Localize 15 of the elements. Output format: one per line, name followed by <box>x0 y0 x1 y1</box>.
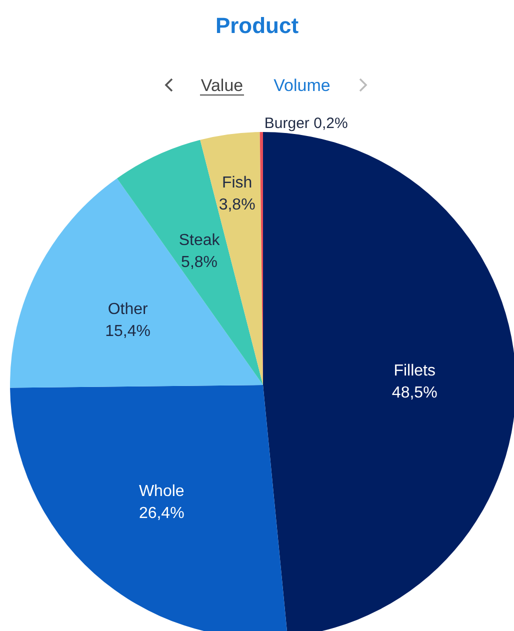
slice-label: Fish <box>222 174 252 192</box>
data-label: 0,2% <box>314 115 348 132</box>
data-label: 15,4% <box>105 322 151 340</box>
slice-label: Other <box>108 300 148 318</box>
slice-label: Steak <box>178 232 221 250</box>
chart-title: Product <box>215 13 300 38</box>
data-label: 3,8% <box>218 196 256 214</box>
text: Value <box>200 76 244 95</box>
slice-label: Whole <box>138 482 184 500</box>
data-label: 48,5% <box>392 384 438 402</box>
data-label: 26,4% <box>138 504 184 522</box>
text: Volume <box>274 76 330 95</box>
data-label: 5,8% <box>181 254 218 272</box>
slice-label: Fillets <box>394 362 436 380</box>
slice-label: Burger <box>264 115 314 132</box>
